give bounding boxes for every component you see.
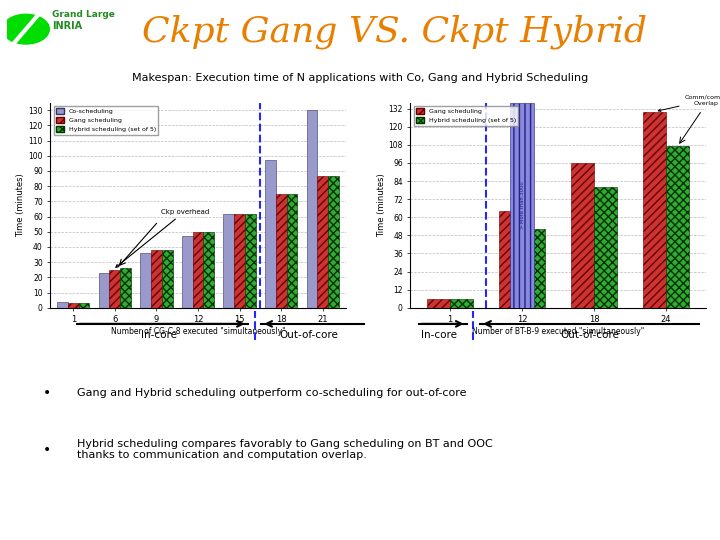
- Bar: [522, 230, 545, 308]
- Bar: [181, 237, 192, 308]
- Bar: [109, 270, 120, 308]
- Text: Gang and Hybrid scheduling outperform co-scheduling for out-of-core: Gang and Hybrid scheduling outperform co…: [77, 388, 466, 398]
- X-axis label: Number of CG-C-8 executed "simultaneously": Number of CG-C-8 executed "simultaneousl…: [111, 327, 285, 336]
- Bar: [78, 303, 89, 308]
- Bar: [245, 213, 256, 308]
- Bar: [234, 213, 245, 308]
- Bar: [162, 250, 173, 308]
- Bar: [328, 176, 339, 308]
- Y-axis label: Time (minutes): Time (minutes): [377, 173, 386, 237]
- Text: In-core: In-core: [421, 330, 457, 340]
- Bar: [427, 299, 450, 308]
- Bar: [265, 160, 276, 308]
- Text: •: •: [42, 386, 50, 400]
- Text: Hybrid scheduling compares favorably to Gang scheduling on BT and OOC
thanks to : Hybrid scheduling compares favorably to …: [77, 438, 492, 460]
- Text: •: •: [42, 443, 50, 456]
- Bar: [318, 176, 328, 308]
- Bar: [223, 213, 234, 308]
- Bar: [499, 211, 522, 308]
- Bar: [307, 110, 318, 308]
- Circle shape: [2, 14, 50, 44]
- Bar: [643, 112, 666, 308]
- Bar: [140, 253, 151, 308]
- Text: INRIA: INRIA: [52, 21, 82, 31]
- Text: Makespan: Execution time of N applications with Co, Gang and Hybrid Scheduling: Makespan: Execution time of N applicatio…: [132, 73, 588, 83]
- Bar: [57, 302, 68, 308]
- Text: Comm/comp.
Overlap: Comm/comp. Overlap: [658, 95, 720, 111]
- Legend: Co-scheduling, Gang scheduling, Hybrid scheduling (set of 5): Co-scheduling, Gang scheduling, Hybrid s…: [53, 106, 158, 135]
- Text: Ckpt Gang VS. Ckpt Hybrid: Ckpt Gang VS. Ckpt Hybrid: [142, 15, 647, 49]
- X-axis label: Number of BT-B-9 executed "simultaneously": Number of BT-B-9 executed "simultaneousl…: [472, 327, 644, 336]
- Bar: [666, 146, 689, 308]
- Text: Ckp overhead: Ckp overhead: [116, 208, 209, 267]
- Bar: [151, 250, 162, 308]
- Y-axis label: Time (minutes): Time (minutes): [17, 173, 25, 237]
- Bar: [204, 232, 215, 308]
- Text: Grand Large: Grand Large: [52, 10, 115, 19]
- Text: In-core: In-core: [141, 330, 177, 340]
- Bar: [192, 232, 204, 308]
- Legend: Gang scheduling, Hybrid scheduling (set of 5): Gang scheduling, Hybrid scheduling (set …: [413, 106, 518, 126]
- Bar: [287, 194, 297, 308]
- Bar: [450, 299, 473, 308]
- Bar: [571, 163, 594, 308]
- Bar: [510, 103, 534, 308]
- Bar: [276, 194, 287, 308]
- Text: Out-of-core: Out-of-core: [560, 330, 619, 340]
- Bar: [594, 187, 617, 308]
- Text: > More than 3000: > More than 3000: [520, 181, 524, 229]
- Bar: [68, 303, 78, 308]
- Text: Out-of-core: Out-of-core: [280, 330, 338, 340]
- Bar: [120, 268, 131, 308]
- Bar: [99, 273, 109, 308]
